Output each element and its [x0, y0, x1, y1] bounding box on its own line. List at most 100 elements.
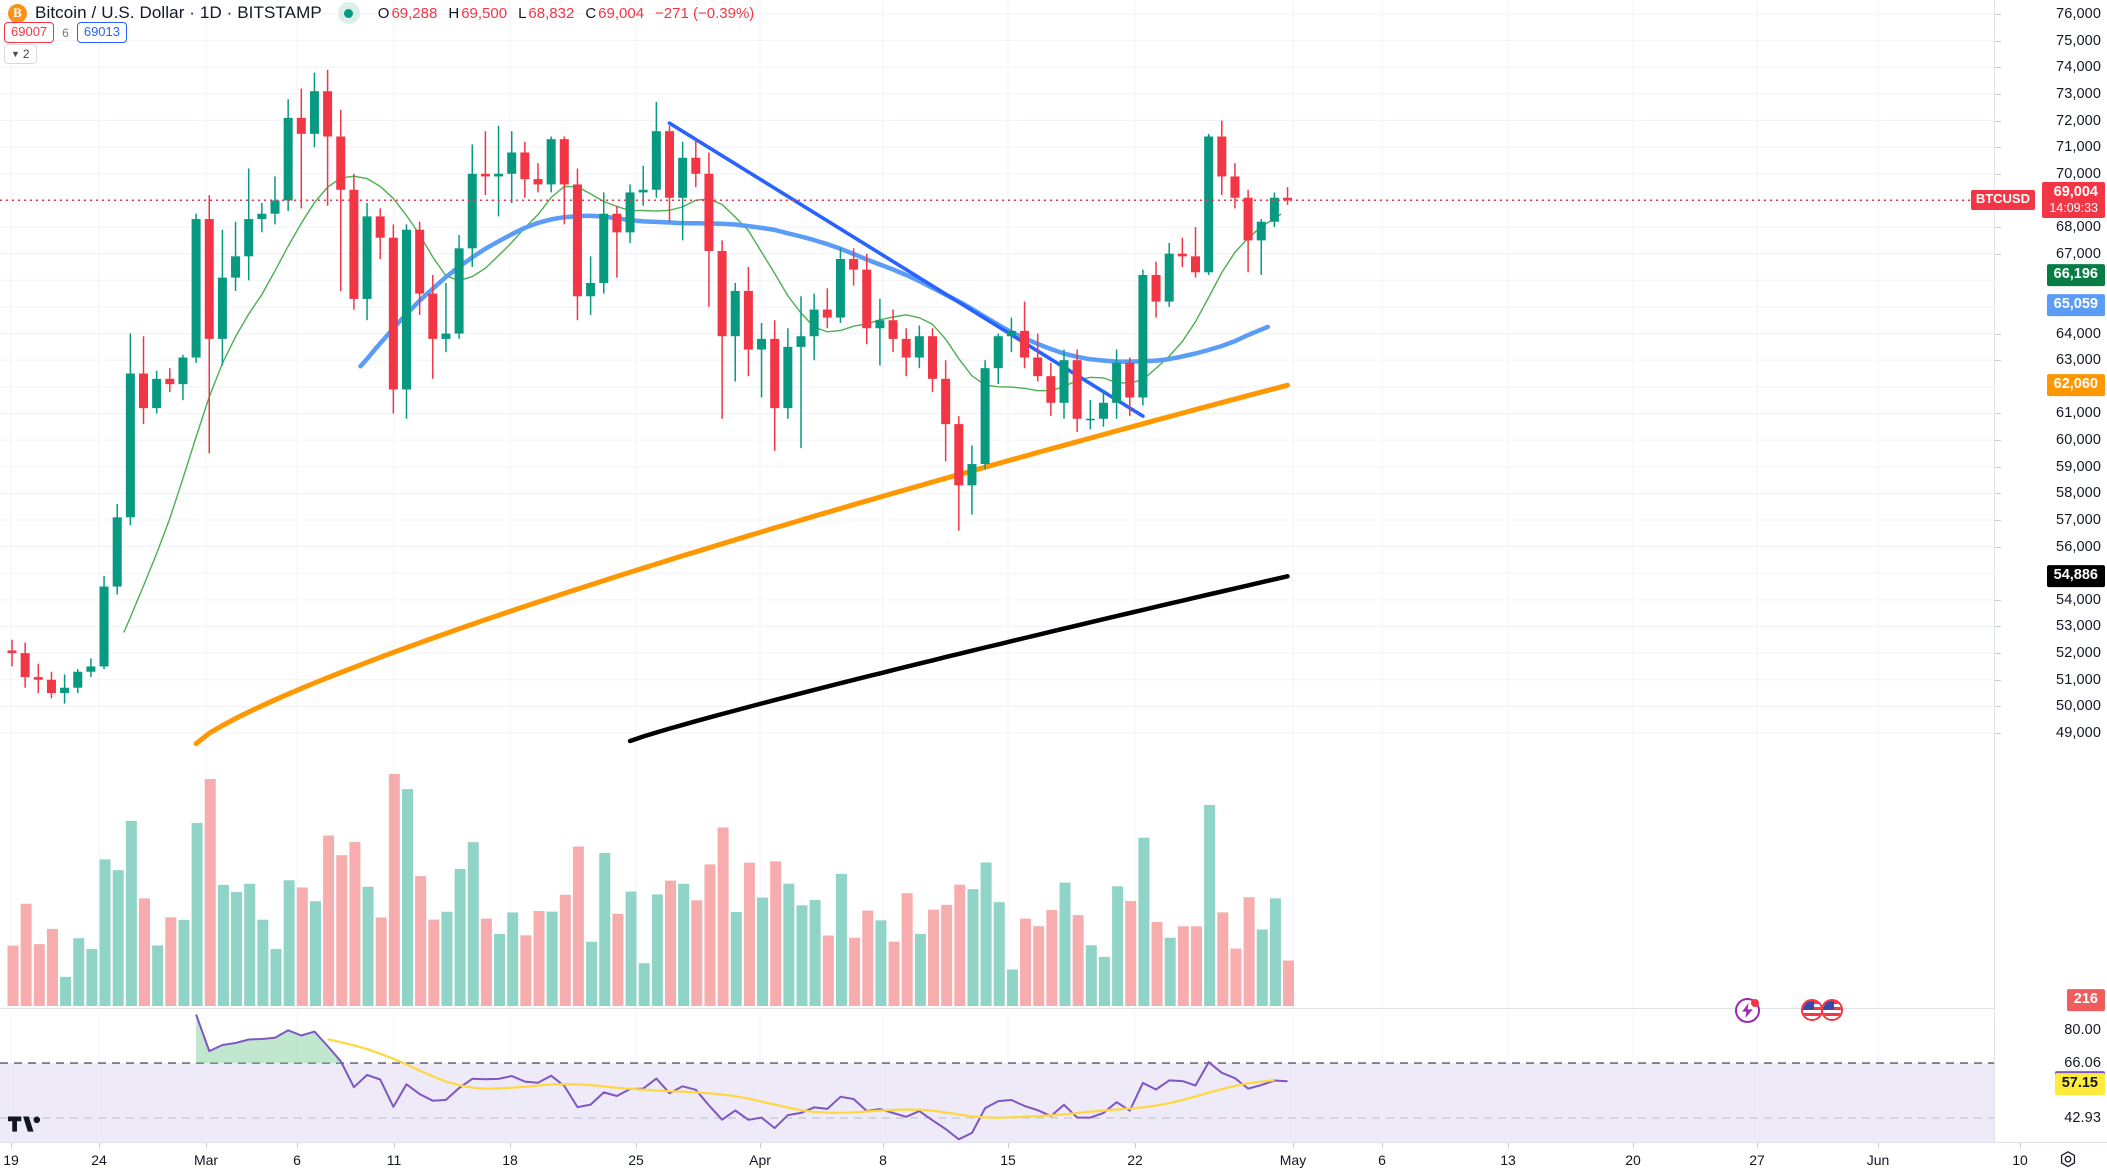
ma-black-tag[interactable]: 54,886: [2046, 565, 2105, 588]
time-tick-label: Jun: [1866, 1152, 1890, 1168]
price-tick-label: 61,000: [2056, 405, 2101, 422]
price-tick-label: 71,000: [2056, 139, 2101, 156]
order-badges-row[interactable]: 69007 6 69013: [4, 22, 127, 44]
rsi-tick-label: 80.00: [2064, 1022, 2101, 1038]
price-tick-mark: [1995, 599, 2001, 601]
price-tick-mark: [1995, 40, 2001, 42]
time-axis[interactable]: 19 24 Mar 6 11 18 25 Apr 8 15 22 May 6 13 20 27 Jun 10: [0, 1142, 2107, 1176]
price-tick-label: 67,000: [2056, 245, 2101, 262]
price-tick-label: 54,000: [2056, 591, 2101, 608]
time-tick-mark: [1008, 1143, 1009, 1148]
price-tick-label: 52,000: [2056, 645, 2101, 662]
time-tick-mark: [1382, 1143, 1383, 1148]
price-axis[interactable]: 76,000 75,000 74,000 73,000 72,000 71,000 70,0…: [1970, 0, 2107, 1142]
time-tick-mark: [11, 1143, 12, 1148]
close-label: C: [585, 4, 597, 22]
time-tick-mark: [1878, 1143, 1879, 1148]
price-tick-mark: [1995, 360, 2001, 362]
price-tick-label: 53,000: [2056, 618, 2101, 635]
time-tick-label: Mar: [193, 1152, 219, 1168]
lightning-event-icon[interactable]: [1735, 998, 1760, 1023]
price-tick-mark: [1995, 253, 2001, 255]
high-value: 69,500: [461, 4, 508, 22]
time-tick-mark: [883, 1143, 884, 1148]
time-tick-mark: [206, 1143, 207, 1148]
time-tick-label: 13: [1500, 1152, 1516, 1168]
rsi-tick-label: 66.06: [2064, 1055, 2101, 1072]
sell-order-badge[interactable]: 69007: [4, 22, 55, 44]
last-price-tag[interactable]: 69,004 14:09:33: [2042, 182, 2105, 219]
time-tick-mark: [636, 1143, 637, 1148]
volume-tag[interactable]: 216: [2066, 989, 2105, 1011]
time-tick-label: 11: [386, 1152, 402, 1168]
price-tick-label: 68,000: [2056, 219, 2101, 236]
rsi-ma-value-tag[interactable]: 57.15: [2054, 1073, 2105, 1096]
open-value: 69,288: [391, 4, 438, 22]
price-tick-label: 64,000: [2056, 325, 2101, 342]
ma-green-tag[interactable]: 66,196: [2046, 264, 2105, 286]
bitcoin-logo-icon: B: [8, 3, 27, 23]
low-value: 68,832: [528, 4, 575, 22]
chart-legend[interactable]: B Bitcoin / U.S. Dollar · 1D · BITSTAMP …: [8, 2, 754, 24]
us-flag-icon-2[interactable]: [1821, 999, 1843, 1021]
price-tick-mark: [1995, 706, 2001, 708]
time-tick-mark: [297, 1143, 298, 1148]
change-value: −271 (−0.39%): [655, 4, 755, 22]
price-tick-label: 73,000: [2056, 85, 2101, 102]
price-tick-mark: [1995, 466, 2001, 468]
time-tick-mark: [1293, 1143, 1294, 1148]
price-tick-mark: [1995, 147, 2001, 149]
time-tick-label: 6: [293, 1152, 301, 1168]
price-tick-mark: [1995, 333, 2001, 335]
us-flag-icon-1[interactable]: [1801, 999, 1823, 1021]
price-tick-label: 59,000: [2056, 458, 2101, 475]
time-tick-mark: [1508, 1143, 1509, 1148]
chevron-down-icon: ▼: [11, 49, 20, 59]
pane-divider: [0, 1008, 2107, 1009]
low-label: L: [518, 4, 527, 22]
price-tick-label: 74,000: [2056, 59, 2101, 76]
price-tick-mark: [1995, 93, 2001, 95]
price-tick-label: 57,000: [2056, 511, 2101, 528]
price-tick-label: 58,000: [2056, 485, 2101, 502]
price-tick-mark: [1995, 67, 2001, 69]
tradingview-logo[interactable]: [8, 1114, 42, 1136]
time-tick-label: 24: [91, 1152, 107, 1168]
time-tick-label: 20: [1625, 1152, 1641, 1168]
time-tick-label: 25: [628, 1152, 644, 1168]
market-open-dot-icon: [337, 2, 360, 24]
price-tick-label: 56,000: [2056, 538, 2101, 555]
price-pane[interactable]: [0, 0, 1994, 1008]
rsi-chart-svg: [0, 1012, 1994, 1142]
time-tick-label: 19: [3, 1152, 19, 1168]
time-tick-label: 22: [1127, 1152, 1143, 1168]
price-tick-mark: [1995, 546, 2001, 548]
time-tick-mark: [2020, 1143, 2021, 1148]
rsi-pane[interactable]: [0, 1012, 1994, 1142]
time-tick-mark: [1135, 1143, 1136, 1148]
indicator-collapse-toggle[interactable]: ▼ 2: [4, 44, 37, 64]
gear-icon[interactable]: [2057, 1150, 2079, 1172]
price-tick-mark: [1995, 493, 2001, 495]
ma-orange-tag[interactable]: 62,060: [2046, 374, 2105, 397]
close-value: 69,004: [598, 4, 645, 22]
time-tick-label: 6: [1378, 1152, 1386, 1168]
us-flag-event-icons[interactable]: [1801, 999, 1843, 1021]
price-tick-mark: [1995, 653, 2001, 655]
symbol-title[interactable]: Bitcoin / U.S. Dollar · 1D · BITSTAMP: [35, 3, 322, 22]
price-tick-label: 50,000: [2056, 698, 2101, 715]
price-tick-label: 72,000: [2056, 112, 2101, 129]
time-tick-label: May: [1279, 1152, 1307, 1168]
last-price-text: 69,004: [2053, 184, 2098, 201]
ma-blue-tag[interactable]: 65,059: [2046, 294, 2105, 317]
time-tick-label: Apr: [749, 1152, 771, 1168]
buy-order-badge[interactable]: 69013: [76, 22, 127, 44]
time-tick-label: 18: [502, 1152, 518, 1168]
symbol-pill[interactable]: BTCUSD: [1970, 190, 2035, 211]
price-tick-label: 49,000: [2056, 725, 2101, 741]
price-tick-label: 76,000: [2056, 6, 2101, 22]
price-tick-mark: [1995, 679, 2001, 681]
time-tick-mark: [1757, 1143, 1758, 1148]
price-tick-mark: [1995, 733, 2001, 734]
